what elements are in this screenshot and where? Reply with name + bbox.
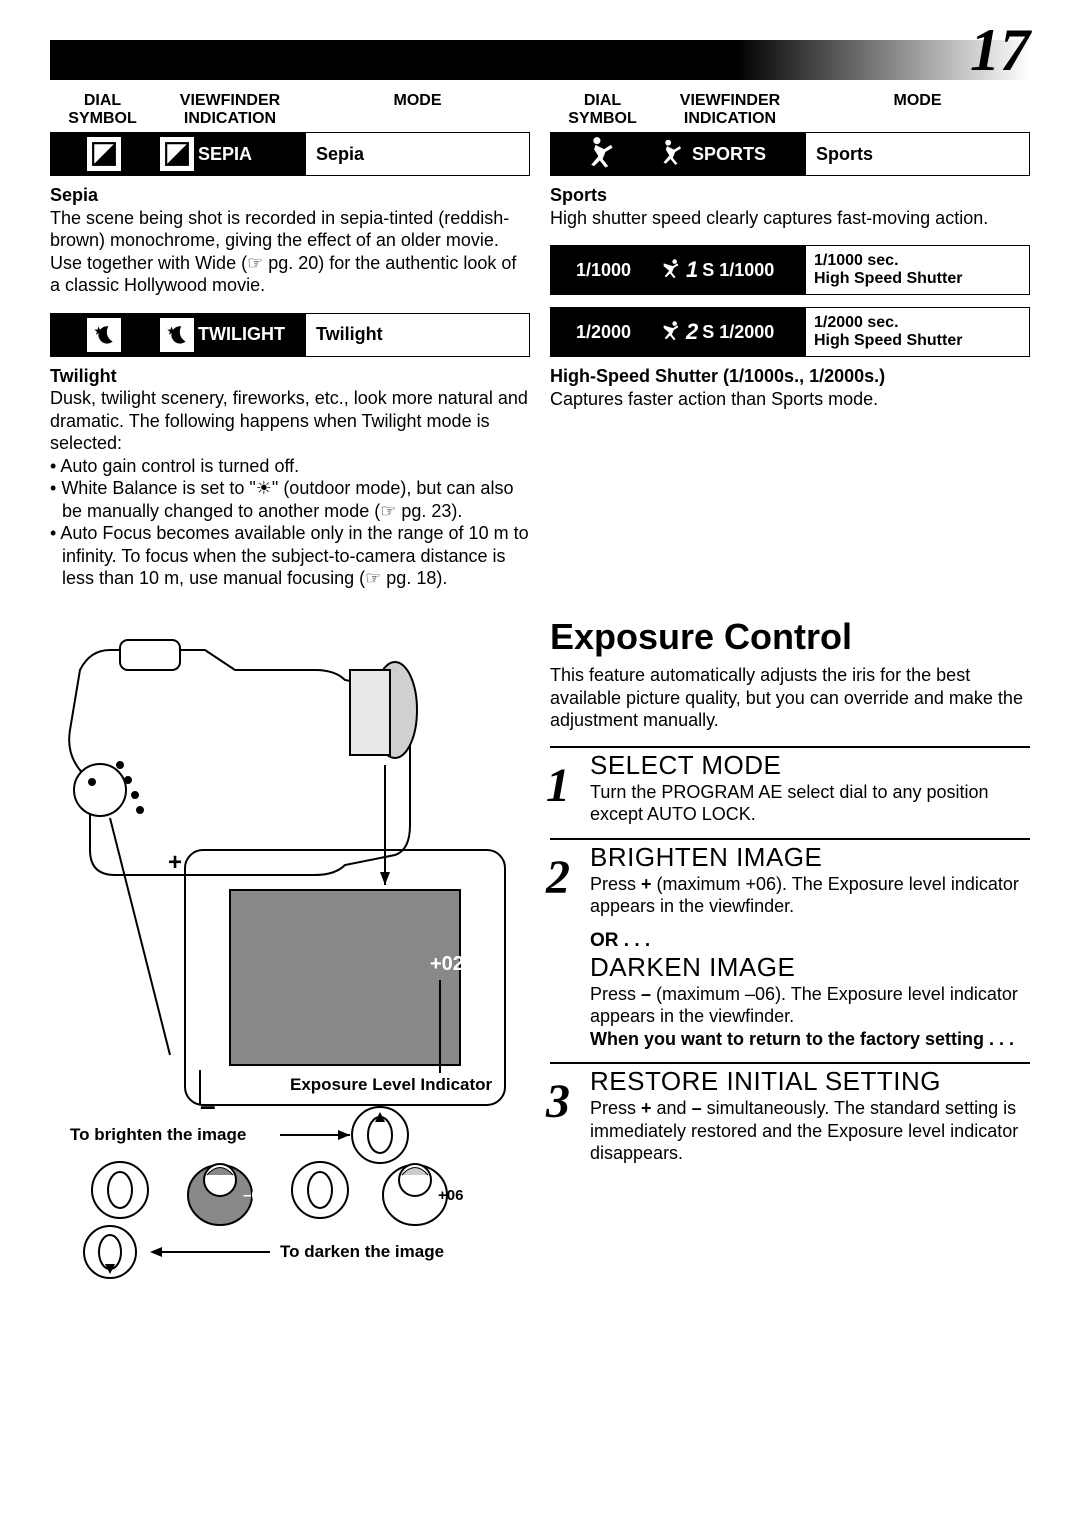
step-2: 2 BRIGHTEN IMAGE Press + (maximum +06). … [550,838,1030,918]
darken-label: To darken the image [280,1242,444,1262]
svg-text:–06: –06 [243,1187,268,1204]
header-mode: MODE [305,92,530,128]
exposure-title: Exposure Control [550,616,1030,658]
mode-sports: Sports [806,133,1029,175]
header-viewfinder: VIEWFINDER INDICATION [155,92,305,128]
svg-text:+06: +06 [438,1187,463,1204]
darken-dial-icon [80,1222,140,1282]
vf-2000: 2 S 1/2000 [656,308,806,356]
dial-sepia-icon [51,133,156,175]
step-2b: DARKEN IMAGE Press – (maximum –06). The … [550,952,1030,1051]
vf-1000: 1 S 1/1000 [656,246,806,294]
hss-desc: High-Speed Shutter (1/1000s., 1/2000s.) … [550,365,1030,410]
mode-header-left: DIAL SYMBOL VIEWFINDER INDICATION MODE [50,86,530,132]
camcorder-illustration: +02 + – Exposure Level Indicator To brig… [50,610,530,1282]
svg-text:–: – [200,1090,216,1121]
page-number: 17 [970,16,1030,85]
mode-row-1000: 1/1000 1 S 1/1000 1/1000 sec.High Speed … [550,245,1030,295]
sports-desc: Sports High shutter speed clearly captur… [550,184,1030,229]
left-column: DIAL SYMBOL VIEWFINDER INDICATION MODE S… [50,86,530,1282]
dial-2000: 1/2000 [551,308,656,356]
header-dial: DIAL SYMBOL [50,92,155,128]
dial-twilight-icon [51,314,156,356]
twilight-desc: Twilight Dusk, twilight scenery, firewor… [50,365,530,590]
svg-text:To brighten the image: To brighten the image [70,1125,246,1144]
mode-row-sports: SPORTS Sports [550,132,1030,176]
or-label: OR . . . [590,930,1030,952]
sepia-desc: Sepia The scene being shot is recorded i… [50,184,530,297]
exposure-desc: This feature automatically adjusts the i… [550,664,1030,732]
svg-text:Exposure Level Indicator: Exposure Level Indicator [290,1075,493,1094]
darken-arrow-icon [150,1242,270,1262]
right-column: DIAL SYMBOL VIEWFINDER INDICATION MODE S… [550,86,1030,1282]
header-bar: 17 [50,40,1030,80]
svg-text:+: + [168,849,182,876]
vf-sports: SPORTS [656,133,806,175]
dial-1000: 1/1000 [551,246,656,294]
mode-sepia: Sepia [306,133,529,175]
mode-header-right: DIAL SYMBOL VIEWFINDER INDICATION MODE [550,86,1030,132]
mode-2000: 1/2000 sec.High Speed Shutter [806,308,1029,356]
step-1: 1 SELECT MODE Turn the PROGRAM AE select… [550,746,1030,826]
exposure-indicator-text: +02 [430,953,464,975]
mode-twilight: Twilight [306,314,529,356]
vf-sepia: SEPIA [156,133,306,175]
mode-row-2000: 1/2000 2 S 1/2000 1/2000 sec.High Speed … [550,307,1030,357]
vf-twilight: TWILIGHT [156,314,306,356]
mode-1000: 1/1000 sec.High Speed Shutter [806,246,1029,294]
mode-row-sepia: SEPIA Sepia [50,132,530,176]
dial-sports-icon [551,133,656,175]
step-3: 3 RESTORE INITIAL SETTING Press + and – … [550,1062,1030,1165]
mode-row-twilight: TWILIGHT Twilight [50,313,530,357]
